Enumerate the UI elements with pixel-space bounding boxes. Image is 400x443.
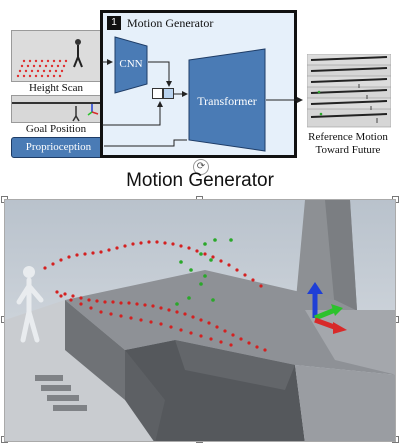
cnn-block	[114, 36, 148, 94]
panel-number-badge: 1	[107, 16, 121, 30]
reference-motion-label-line1: Reference Motion	[308, 131, 388, 143]
terrain-render	[5, 200, 395, 441]
axis-gizmo-icon	[307, 282, 347, 334]
height-scan-label: Height Scan	[28, 82, 84, 94]
motion-generator-box-title: Motion Generator	[127, 16, 214, 30]
proprioception-block: Proprioception	[11, 137, 106, 158]
connector-arrows	[102, 59, 303, 147]
reference-motion-frames	[307, 54, 391, 128]
concat-boxes	[152, 88, 174, 99]
transformer-block	[188, 48, 266, 152]
height-scan-image	[12, 31, 102, 81]
reference-motion-thumbnail	[307, 54, 391, 128]
terrain-scene-image[interactable]	[4, 199, 396, 442]
height-scan-thumbnail	[11, 30, 103, 82]
transformer-label: Transformer	[197, 94, 257, 108]
goal-position-image	[12, 96, 102, 122]
red-trajectory-dots	[43, 240, 267, 352]
motion-generator-heading: Motion Generator	[126, 170, 274, 191]
reference-motion-label-line2: Toward Future	[315, 144, 381, 156]
green-trajectory-dots	[175, 238, 233, 306]
humanoid-robot-icon	[16, 277, 44, 343]
architecture-figure: Height Scan Goal Position Proprioception…	[0, 0, 400, 170]
rotate-handle-icon[interactable]: ⟳	[193, 159, 209, 175]
goal-position-thumbnail	[11, 95, 103, 123]
cnn-label: CNN	[119, 58, 143, 70]
goal-position-label: Goal Position	[25, 123, 87, 135]
